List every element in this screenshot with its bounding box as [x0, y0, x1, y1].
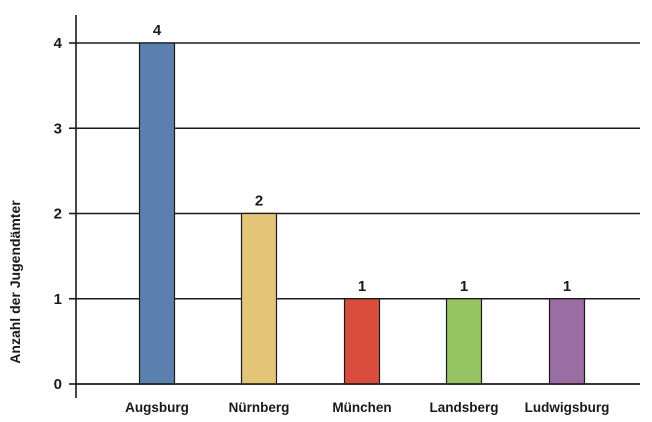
x-tick-label-2: Nürnberg	[229, 400, 290, 415]
bar-1	[138, 42, 176, 385]
x-tick-label-4: Landsberg	[429, 400, 498, 415]
data-label-4: 1	[460, 278, 468, 295]
y-tick-label-0: 0	[54, 376, 62, 393]
axes	[69, 15, 640, 398]
bar-4	[445, 298, 483, 385]
bars	[138, 42, 586, 385]
data-label-2: 2	[255, 193, 263, 210]
y-tick-label-2: 2	[54, 206, 62, 223]
x-tick-label-5: Ludwigsburg	[525, 400, 610, 415]
data-label-3: 1	[358, 278, 366, 295]
y-axis-label: Anzahl der Jugendämter	[7, 200, 23, 364]
y-tick-label-4: 4	[54, 35, 63, 52]
bar-3	[343, 298, 381, 385]
bar-2	[240, 212, 278, 385]
data-label-5: 1	[563, 278, 571, 295]
bar-5	[548, 298, 586, 385]
x-tick-label-3: München	[332, 400, 391, 415]
labels: 0 1 2 3 4 4 Augsburg 2 Nürnberg 1 München 1 Landsber…	[54, 22, 610, 415]
x-tick-label-1: Augsburg	[125, 400, 189, 415]
y-tick-label-1: 1	[54, 291, 62, 308]
y-tick-label-3: 3	[54, 120, 62, 137]
data-label-1: 4	[153, 22, 162, 39]
